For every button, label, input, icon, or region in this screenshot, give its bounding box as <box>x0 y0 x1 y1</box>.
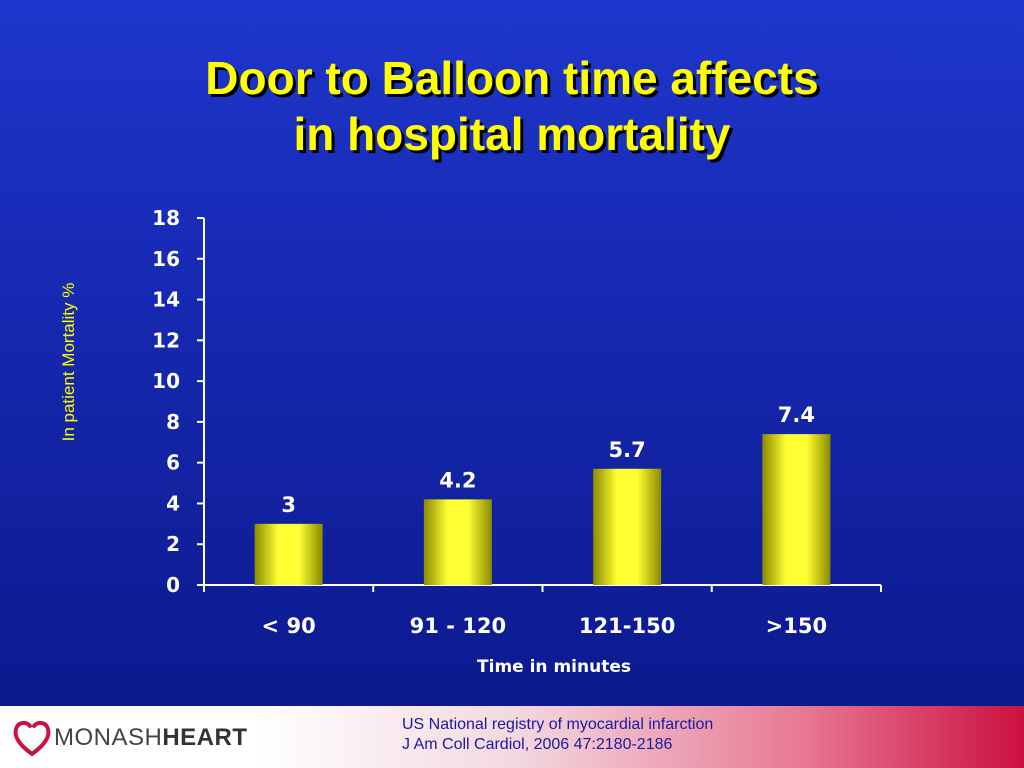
x-axis-label: Time in minutes <box>477 657 631 677</box>
citation: US National registry of myocardial infar… <box>402 715 713 755</box>
footer-bar: MONASHHEART US National registry of myoc… <box>0 706 1024 768</box>
title-line-1: Door to Balloon time affects <box>205 52 819 104</box>
bar-value-label: 7.4 <box>778 403 815 427</box>
title-line-2: in hospital mortality <box>293 108 731 160</box>
bar <box>423 499 492 585</box>
y-tick-label: 8 <box>166 410 180 434</box>
y-tick-label: 18 <box>152 206 180 230</box>
slide-title: Door to Balloon time affects in hospital… <box>0 50 1024 162</box>
y-tick-label: 0 <box>166 573 180 597</box>
citation-line-2: J Am Coll Cardiol, 2006 47:2180-2186 <box>402 736 673 753</box>
y-tick-label: 10 <box>152 369 180 393</box>
citation-line-1: US National registry of myocardial infar… <box>402 716 714 733</box>
heart-logo-icon <box>13 720 51 756</box>
y-tick-label: 12 <box>152 328 180 352</box>
bar-value-label: 5.7 <box>609 438 646 462</box>
y-tick-label: 14 <box>152 288 180 312</box>
slide-background: Door to Balloon time affects in hospital… <box>0 0 1024 706</box>
bar <box>254 523 323 585</box>
monash-heart-logo: MONASHHEART <box>10 716 248 760</box>
bar-value-label: 4.2 <box>439 468 476 492</box>
bar <box>762 434 831 585</box>
bar <box>593 468 662 585</box>
x-category-label: 91 - 120 <box>410 614 506 638</box>
y-tick-label: 4 <box>166 491 180 515</box>
bar-value-label: 3 <box>281 493 296 517</box>
logo-wordmark: MONASHHEART <box>54 724 248 751</box>
x-category-label: >150 <box>766 614 827 638</box>
bar-chart: 0 2 4 6 8 10 12 14 16 18 3 < 90 4.2 91 - 120 5.7 121-1… <box>152 206 831 677</box>
y-tick-label: 2 <box>166 532 180 556</box>
x-category-label: < 90 <box>262 614 316 638</box>
x-category-label: 121-150 <box>579 614 675 638</box>
y-tick-label: 6 <box>166 451 180 475</box>
y-tick-label: 16 <box>152 247 180 271</box>
